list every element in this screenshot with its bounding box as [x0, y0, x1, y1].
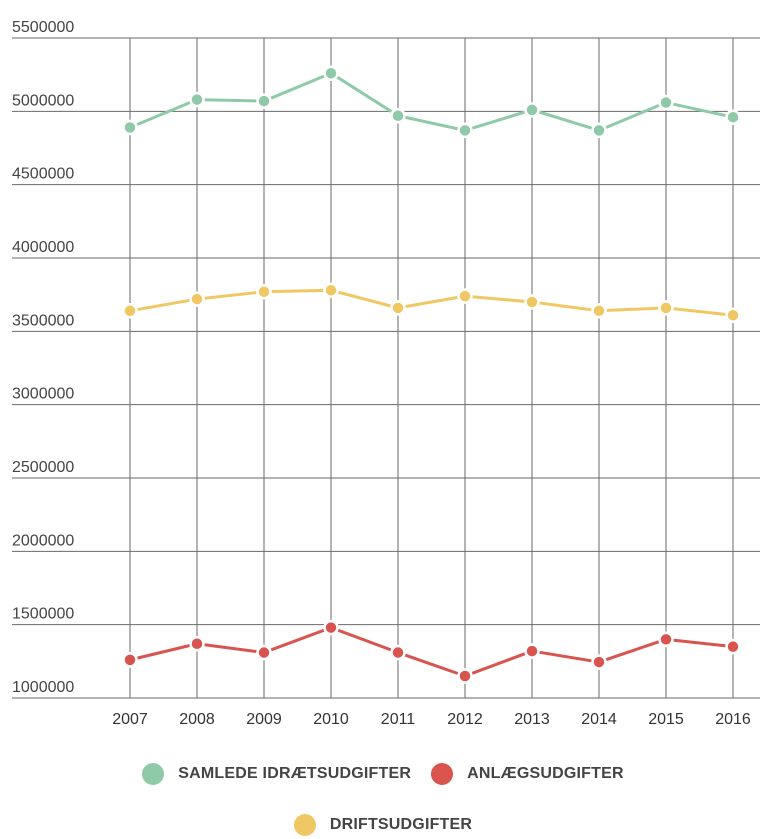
y-tick-label: 5500000	[12, 19, 74, 36]
y-tick-label: 3000000	[12, 386, 74, 403]
x-tick-label: 2014	[581, 711, 617, 728]
data-point-2-3	[323, 282, 339, 299]
data-point-2-4	[390, 300, 406, 316]
grid-lines	[12, 37, 760, 699]
y-tick-label: 5000000	[12, 92, 74, 109]
x-tick-label: 2008	[179, 711, 215, 728]
y-tick-label: 2000000	[12, 532, 74, 549]
x-tick-label: 2012	[447, 711, 483, 728]
y-tick-label: 1000000	[12, 679, 74, 696]
data-point-0-4	[390, 107, 406, 124]
y-tick-label: 3500000	[12, 312, 74, 329]
series-layer	[122, 65, 741, 684]
x-tick-label: 2007	[112, 711, 148, 728]
legend-label-samlede: SAMLEDE IDRÆTSUDGIFTER	[178, 765, 412, 782]
legend-row-1: SAMLEDE IDRÆTSUDGIFTER ANLÆGSUDGIFTER	[0, 763, 766, 785]
series-line-2	[129, 288, 734, 317]
data-point-1-8	[658, 631, 674, 648]
data-point-1-5	[457, 668, 473, 684]
data-point-1-0	[122, 652, 138, 668]
data-point-0-0	[122, 119, 138, 136]
legend-item-drift: DRIFTSUDGIFTER	[293, 814, 473, 836]
data-point-2-7	[591, 303, 607, 319]
data-point-2-9	[725, 307, 741, 323]
legend-item-anlaeg: ANLÆGSUDGIFTER	[431, 763, 624, 785]
data-point-0-5	[457, 122, 473, 139]
data-point-1-3	[323, 619, 339, 636]
data-point-1-7	[591, 654, 607, 670]
data-point-2-5	[457, 288, 473, 304]
legend-label-drift: DRIFTSUDGIFTER	[329, 816, 473, 833]
legend-marker-drift	[293, 814, 316, 836]
series-line-1	[129, 626, 734, 678]
x-tick-label: 2009	[246, 711, 282, 728]
data-point-1-6	[524, 643, 540, 659]
data-point-2-0	[122, 303, 138, 319]
series-line-0	[129, 71, 734, 132]
line-chart: 1000000 1500000 2000000 2500000 3000000 35000…	[12, 19, 760, 728]
data-point-1-4	[390, 644, 406, 661]
y-tick-label: 4000000	[12, 239, 74, 256]
legend-marker-samlede	[142, 763, 165, 785]
y-axis-ticks: 1000000 1500000 2000000 2500000 3000000 35000…	[12, 19, 74, 696]
legend-label-anlaeg: ANLÆGSUDGIFTER	[467, 765, 624, 782]
x-tick-label: 2015	[648, 711, 684, 728]
data-point-0-2	[256, 93, 272, 109]
legend-item-samlede: SAMLEDE IDRÆTSUDGIFTER	[142, 763, 411, 785]
data-point-2-6	[524, 294, 540, 310]
legend-row-2: DRIFTSUDGIFTER	[0, 814, 766, 836]
data-point-0-1	[189, 91, 205, 108]
x-tick-label: 2011	[381, 711, 416, 728]
legend-marker-anlaeg	[431, 763, 454, 785]
data-point-0-8	[658, 94, 674, 111]
data-point-1-1	[189, 635, 205, 652]
y-tick-label: 4500000	[12, 166, 74, 183]
data-point-1-2	[256, 644, 272, 661]
data-point-0-7	[591, 122, 607, 139]
data-point-2-1	[189, 291, 205, 307]
data-point-1-9	[725, 638, 741, 655]
data-point-0-9	[725, 109, 741, 125]
x-tick-label: 2010	[313, 711, 349, 728]
x-tick-label: 2013	[514, 711, 550, 728]
y-tick-label: 2500000	[12, 459, 74, 476]
data-point-2-2	[256, 283, 272, 300]
y-tick-label: 1500000	[12, 606, 74, 623]
data-point-0-6	[524, 102, 540, 118]
data-point-2-8	[658, 300, 674, 316]
x-axis-ticks: 2007 2008 2009 2010 2011 2012 2013 2014 2015 2016	[112, 711, 751, 728]
x-tick-label: 2016	[715, 711, 751, 728]
data-point-0-3	[323, 65, 339, 81]
